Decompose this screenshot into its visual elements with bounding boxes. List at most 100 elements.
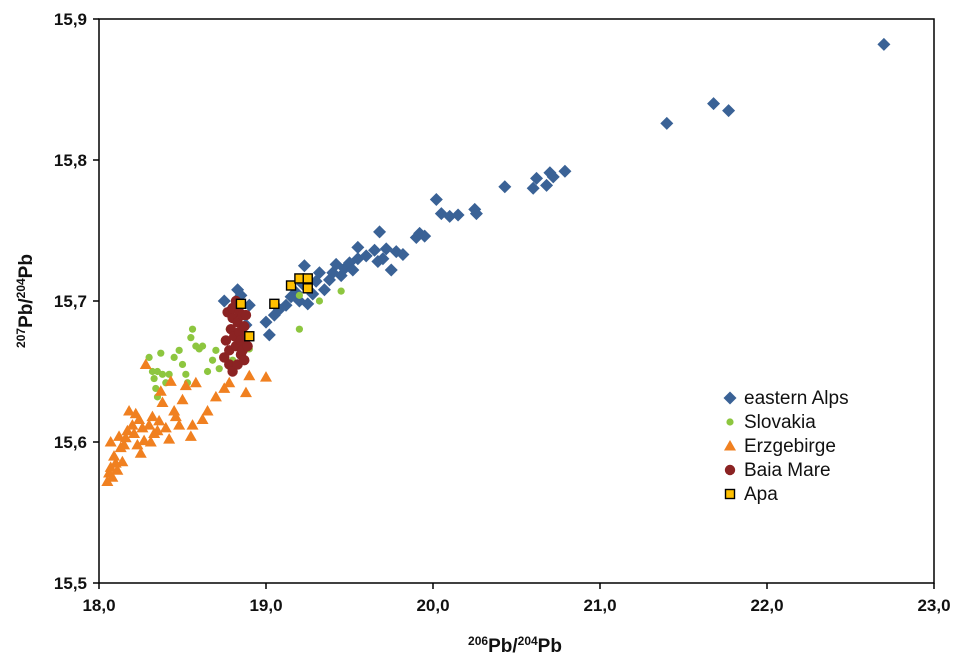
y-axis-title-sup2: 204 bbox=[14, 278, 28, 298]
erzgebirge-point bbox=[164, 375, 177, 386]
erzgebirge-point bbox=[133, 413, 146, 424]
slovakia-point bbox=[148, 367, 157, 376]
erzgebirge-point bbox=[146, 410, 159, 422]
baia-mare-point bbox=[242, 340, 253, 352]
erzgebirge-point bbox=[151, 424, 164, 436]
x-tick-label: 21,0 bbox=[583, 596, 616, 615]
erzgebirge-point bbox=[131, 438, 144, 450]
data-points bbox=[101, 37, 891, 486]
legend-marker-erzgebirge bbox=[724, 440, 736, 451]
slovakia-point bbox=[150, 374, 158, 383]
slovakia-point bbox=[208, 356, 217, 364]
erzgebirge-point bbox=[128, 427, 141, 439]
erzgebirge-point bbox=[163, 433, 176, 444]
erzgebirge-point bbox=[134, 447, 147, 458]
eastern-alps-point bbox=[262, 328, 276, 342]
erzgebirge-point bbox=[139, 358, 152, 369]
erzgebirge-point bbox=[196, 413, 209, 424]
series-erzgebirge bbox=[101, 358, 272, 486]
y-axis-title-main2: Pb bbox=[16, 254, 37, 278]
y-axis-title: 207Pb/204Pb bbox=[14, 254, 37, 348]
legend-label-apa: Apa bbox=[744, 484, 778, 505]
y-tick-label: 15,5 bbox=[54, 574, 87, 593]
x-tick-label: 19,0 bbox=[249, 596, 282, 615]
baia-mare-point bbox=[239, 321, 250, 332]
erzgebirge-point bbox=[123, 404, 136, 416]
eastern-alps-point bbox=[722, 104, 736, 118]
legend-label-eastern-alps: eastern Alps bbox=[744, 388, 849, 409]
legend-label-slovakia: Slovakia bbox=[744, 412, 816, 433]
eastern-alps-point bbox=[530, 171, 544, 185]
erzgebirge-point bbox=[126, 419, 139, 430]
eastern-alps-point bbox=[371, 255, 385, 269]
eastern-alps-point bbox=[312, 266, 326, 280]
erzgebirge-point bbox=[209, 390, 222, 402]
slovakia-point bbox=[212, 346, 220, 354]
x-tick-label: 23,0 bbox=[917, 596, 950, 615]
slovakia-point bbox=[157, 349, 165, 357]
y-tick-label: 15,6 bbox=[54, 433, 87, 452]
y-axis-title-main: Pb/ bbox=[16, 298, 37, 328]
baia-mare-point bbox=[220, 335, 232, 346]
slovakia-point bbox=[187, 334, 195, 342]
slovakia-point bbox=[165, 370, 173, 378]
legend: eastern Alps Slovakia Erzgebirge Baia Mare A… bbox=[723, 388, 849, 505]
eastern-alps-point bbox=[379, 242, 393, 256]
erzgebirge-point bbox=[106, 471, 119, 482]
erzgebirge-point bbox=[260, 371, 272, 382]
apa-point bbox=[285, 280, 297, 291]
erzgebirge-point bbox=[189, 376, 202, 388]
erzgebirge-point bbox=[223, 376, 236, 388]
baia-mare-point bbox=[239, 355, 250, 366]
eastern-alps-point bbox=[359, 249, 373, 263]
eastern-alps-point bbox=[373, 225, 387, 239]
erzgebirge-point bbox=[154, 385, 167, 396]
slovakia-point bbox=[215, 365, 223, 373]
x-axis-title: 206Pb/204Pb bbox=[468, 634, 562, 657]
erzgebirge-point bbox=[116, 455, 129, 467]
slovakia-point bbox=[175, 346, 183, 354]
erzgebirge-point bbox=[111, 464, 124, 475]
y-tick-label: 15,7 bbox=[54, 292, 87, 311]
erzgebirge-point bbox=[153, 414, 166, 426]
eastern-alps-point bbox=[297, 259, 311, 273]
legend-marker-slovakia bbox=[726, 418, 734, 426]
eastern-alps-point bbox=[351, 240, 365, 254]
eastern-alps-point bbox=[707, 97, 721, 111]
eastern-alps-point bbox=[451, 208, 465, 222]
erzgebirge-point bbox=[218, 382, 231, 393]
eastern-alps-point bbox=[279, 298, 293, 312]
slovakia-point bbox=[295, 325, 303, 333]
y-tick-label: 15,9 bbox=[54, 10, 87, 29]
eastern-alps-point bbox=[351, 252, 365, 266]
x-axis-title-sup: 206 bbox=[468, 634, 488, 648]
axis-tick-labels: 18,0 19,0 20,0 21,0 22,0 23,0 15,5 15,6 15,7 15,8… bbox=[54, 10, 951, 615]
slovakia-point bbox=[198, 342, 207, 350]
erzgebirge-point bbox=[179, 379, 192, 391]
eastern-alps-point bbox=[384, 263, 398, 277]
eastern-alps-point bbox=[217, 294, 231, 308]
slovakia-point bbox=[170, 353, 178, 361]
apa-point bbox=[302, 283, 313, 294]
erzgebirge-point bbox=[121, 424, 134, 436]
slovakia-point bbox=[188, 325, 197, 333]
x-axis-title-main2: Pb bbox=[538, 636, 562, 657]
eastern-alps-point bbox=[469, 207, 483, 221]
slovakia-point bbox=[145, 353, 153, 361]
erzgebirge-point bbox=[156, 396, 169, 408]
eastern-alps-point bbox=[301, 297, 315, 311]
eastern-alps-point bbox=[540, 178, 554, 192]
slovakia-point bbox=[337, 287, 345, 295]
legend-label-baia-mare: Baia Mare bbox=[744, 460, 831, 481]
erzgebirge-point bbox=[108, 450, 121, 461]
x-tick-label: 18,0 bbox=[82, 596, 115, 615]
eastern-alps-point bbox=[546, 170, 560, 184]
eastern-alps-point bbox=[259, 315, 273, 329]
slovakia-point bbox=[178, 360, 187, 369]
apa-point bbox=[294, 273, 305, 284]
erzgebirge-point bbox=[143, 419, 156, 430]
series-apa bbox=[235, 273, 313, 342]
erzgebirge-point bbox=[104, 436, 117, 447]
eastern-alps-point bbox=[346, 263, 360, 277]
eastern-alps-point bbox=[443, 209, 457, 223]
